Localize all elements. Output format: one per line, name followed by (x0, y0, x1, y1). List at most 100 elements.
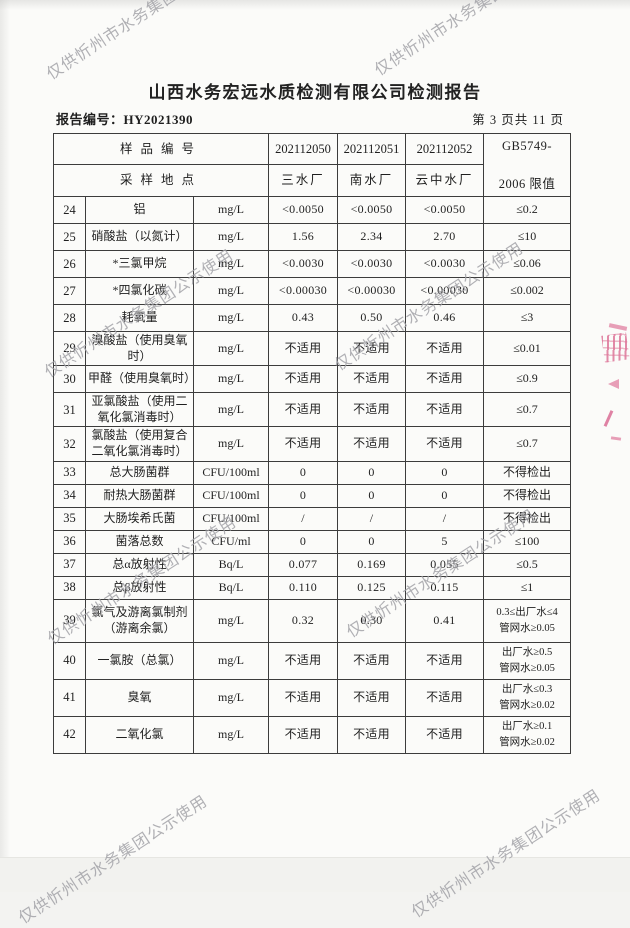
parameter-name: 氯气及游离氯制剂 （游离余氯） (85, 598, 194, 643)
sample-id-label: 样品编号 (52, 133, 270, 165)
parameter-name-line1: *三氯甲烷 (112, 256, 167, 271)
sample-id-3: 202112052 (405, 133, 485, 165)
value-cell-plant3: <0.00030 (405, 277, 485, 305)
row-number: 24 (53, 196, 86, 224)
parameter-name: 亚氯酸盐（使用二 氧化氯消毒时） (85, 392, 194, 428)
value-cell-plant3: 0 (405, 460, 485, 485)
value-cell-plant1: 不适用 (268, 392, 339, 428)
watermark-text: 仅供忻州市水务集团公示使用 (372, 0, 567, 80)
limit-line2: 管网水≥0.02 (499, 699, 555, 711)
parameter-name-line1: 溴酸盐（使用臭氧 (91, 333, 188, 347)
value-cell-plant1: 0.43 (268, 304, 339, 332)
limit-line2: 管网水≥0.02 (499, 736, 555, 748)
unit-cell: mg/L (192, 426, 270, 462)
header-row-location: 采样地点 三水厂 南水厂 云中水厂 (52, 164, 571, 197)
limit-line1: ≤0.01 (513, 340, 541, 355)
row-number: 36 (53, 529, 86, 554)
table-row: 35 大肠埃希氏菌 CFU/100ml / / / 不得检出 (53, 506, 572, 531)
limit-line1: 出厂水≥0.5 (501, 647, 553, 659)
row-number: 26 (53, 250, 86, 278)
parameter-name: 铝 (85, 196, 194, 224)
parameter-name-line1: 氯气及游离氯制剂 (91, 604, 188, 619)
value-cell-plant2: 不适用 (337, 392, 407, 428)
location-3: 云中水厂 (405, 164, 485, 197)
value-cell-plant1: 0.110 (268, 575, 339, 600)
parameter-name: 二氧化氯 (85, 715, 194, 754)
limit-cell: 出厂水≤0.3 管网水≥0.02 (483, 678, 572, 717)
unit-cell: mg/L (192, 598, 270, 643)
table-row: 26 *三氯甲烷 mg/L <0.0030 <0.0030 <0.0030 ≤0… (53, 250, 572, 278)
parameter-name: 硝酸盐（以氮计） (85, 223, 194, 251)
value-cell-plant1: 0 (268, 483, 339, 508)
parameter-name-line2: 二氧化氯消毒时） (91, 443, 188, 458)
value-cell-plant3: 0.115 (405, 575, 485, 600)
unit-cell: CFU/100ml (192, 460, 270, 485)
value-cell-plant3: 不适用 (405, 426, 485, 462)
value-cell-plant1: 0.077 (268, 552, 339, 577)
table-row: 41 臭氧 mg/L 不适用 不适用 不适用 出厂水≤0.3 管网水≥0.02 (53, 678, 572, 717)
limit-cell: ≤100 (483, 529, 572, 554)
parameter-name: *三氯甲烷 (85, 250, 194, 278)
unit-cell: mg/L (192, 304, 270, 332)
value-cell-plant2: 不适用 (337, 641, 407, 680)
unit-cell: mg/L (192, 392, 270, 428)
red-stamp-fragment (603, 410, 614, 427)
parameter-name-line1: 耗氧量 (121, 310, 158, 325)
watermark-text: 仅供忻州市水务集团公示使用 (44, 0, 239, 84)
value-cell-plant1: 1.56 (268, 223, 339, 251)
value-cell-plant1: 0 (268, 460, 339, 485)
table-row: 27 *四氯化碳 mg/L <0.00030 <0.00030 <0.00030… (53, 277, 572, 305)
limit-line1: ≤0.5 (516, 556, 538, 571)
value-cell-plant1: 不适用 (268, 365, 339, 394)
table-row: 24 铝 mg/L <0.0050 <0.0050 <0.0050 ≤0.2 (53, 196, 572, 224)
value-cell-plant1: 不适用 (268, 678, 339, 717)
parameter-name-line1: 臭氧 (127, 689, 152, 704)
value-cell-plant3: 不适用 (405, 715, 485, 754)
limit-line1: 出厂水≥0.1 (501, 721, 553, 733)
parameter-name-line1: 铝 (133, 202, 146, 217)
unit-cell: mg/L (192, 641, 270, 680)
value-cell-plant2: 0.125 (337, 575, 407, 600)
limit-cell: 不得检出 (483, 460, 572, 485)
unit-cell: Bq/L (192, 552, 270, 577)
table-row: 39 氯气及游离氯制剂 （游离余氯） mg/L 0.32 0.30 0.41 0… (53, 598, 572, 643)
row-number: 28 (53, 304, 86, 332)
parameter-name-line2: （游离余氯） (103, 620, 176, 635)
row-number: 34 (53, 483, 86, 508)
limit-standard-line2: 2006 限值 (498, 176, 556, 191)
limit-cell: ≤3 (483, 304, 572, 332)
parameter-name: 臭氧 (85, 678, 194, 717)
row-number: 35 (53, 506, 86, 531)
parameter-name: 甲醛（使用臭氧时） (85, 365, 194, 394)
limit-line1: ≤0.9 (516, 371, 538, 386)
parameter-name-line1: 菌落总数 (115, 533, 164, 548)
parameter-name-line1: 亚氯酸盐（使用二 (91, 394, 188, 409)
value-cell-plant2: 0 (337, 483, 407, 508)
row-number: 42 (53, 715, 86, 754)
table-row: 33 总大肠菌群 CFU/100ml 0 0 0 不得检出 (53, 460, 572, 485)
value-cell-plant1: 0.32 (268, 598, 339, 643)
limit-cell: ≤0.002 (483, 277, 572, 305)
limit-line1: ≤0.002 (510, 283, 544, 298)
unit-cell: Bq/L (192, 575, 270, 600)
value-cell-plant1: 不适用 (268, 426, 339, 462)
unit-cell: mg/L (192, 330, 270, 367)
value-cell-plant3: / (405, 506, 485, 531)
sample-id-2: 202112051 (337, 133, 407, 165)
parameter-name-line1: 二氧化氯 (115, 726, 164, 741)
limit-cell: ≤0.01 (483, 330, 572, 367)
parameter-name: *四氯化碳 (85, 277, 194, 305)
limit-cell: ≤0.06 (483, 250, 572, 278)
limit-standard-line1: GB5749- (502, 139, 553, 153)
table-row: 42 二氧化氯 mg/L 不适用 不适用 不适用 出厂水≥0.1 管网水≥0.0… (53, 715, 572, 754)
row-number: 38 (53, 575, 86, 600)
value-cell-plant2: <0.00030 (337, 277, 407, 305)
page-title: 山西水务宏远水质检测有限公司检测报告 (148, 83, 482, 102)
unit-cell: mg/L (192, 223, 270, 251)
parameter-name: 菌落总数 (85, 529, 194, 554)
value-cell-plant2: 0.50 (337, 304, 407, 332)
parameter-name-line2: 氧化氯消毒时） (97, 409, 182, 424)
limit-cell: 出厂水≥0.5 管网水≥0.05 (483, 641, 572, 680)
row-number: 31 (53, 392, 86, 428)
value-cell-plant2: 0.30 (337, 598, 407, 643)
